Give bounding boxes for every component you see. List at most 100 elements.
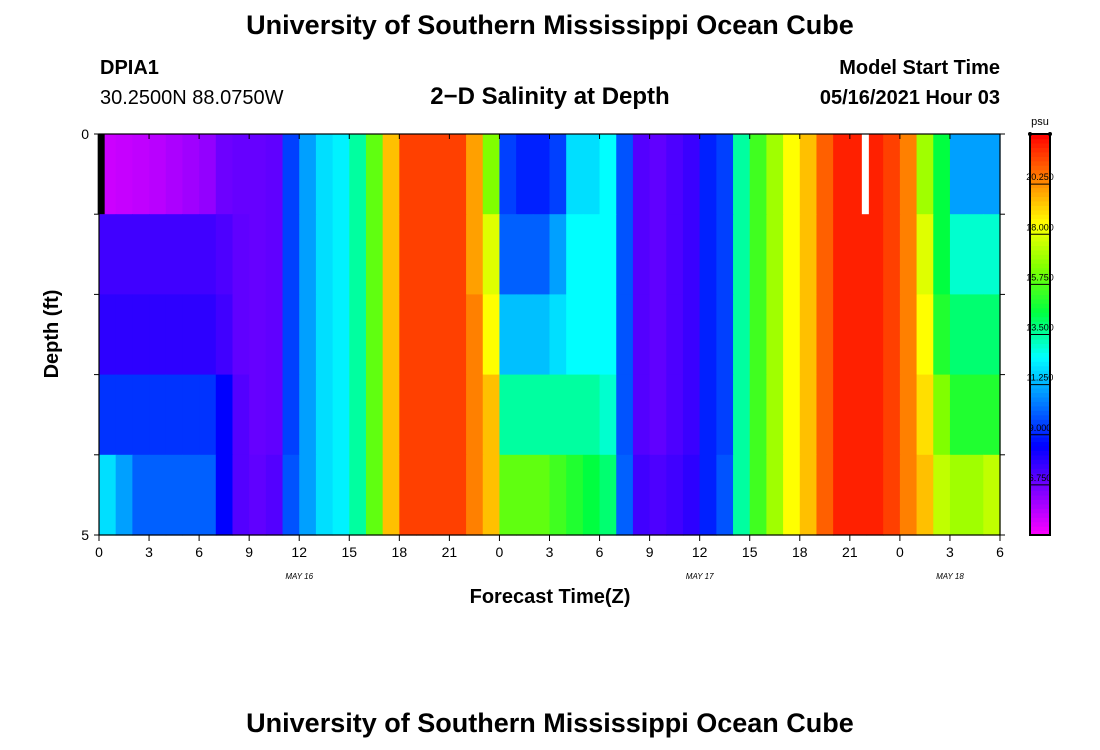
x-axis-label: Forecast Time(Z)	[470, 586, 631, 608]
colorbar-segment	[1030, 352, 1050, 358]
heatmap-cell	[365, 374, 384, 456]
colorbar-segment	[1030, 405, 1050, 411]
heatmap-cell	[949, 454, 968, 536]
heatmap-cell	[482, 214, 501, 295]
heatmap-cell	[566, 454, 584, 536]
station-id: DPIA1	[100, 57, 159, 79]
heatmap-cell	[716, 214, 734, 295]
heatmap-cell	[833, 374, 851, 456]
heatmap-cell	[416, 454, 434, 536]
heatmap-cell	[332, 374, 350, 456]
heatmap-cell	[933, 134, 951, 215]
heatmap-cell	[816, 294, 834, 376]
heatmap-cell	[733, 214, 751, 295]
heatmap-cell	[616, 214, 634, 295]
x-tick-label: 3	[145, 544, 153, 560]
page-title: University of Southern Mississippi Ocean…	[246, 10, 854, 40]
heatmap-cell	[265, 294, 284, 376]
colorbar-corner	[1028, 132, 1032, 136]
heatmap-cell	[632, 134, 651, 215]
colorbar-segment	[1030, 526, 1050, 532]
heatmap-cell	[783, 374, 801, 456]
heatmap-cell	[399, 294, 417, 376]
heatmap-cell	[449, 214, 467, 295]
heatmap-cell	[616, 134, 634, 215]
colorbar-segment	[1030, 187, 1050, 193]
heatmap-cell	[916, 294, 934, 376]
footer-title: University of Southern Mississippi Ocean…	[246, 708, 854, 738]
heatmap-cell	[466, 454, 484, 536]
heatmap-cell	[866, 374, 884, 456]
heatmap-cell	[466, 214, 484, 295]
colorbar-segment	[1030, 183, 1050, 189]
colorbar-segment	[1030, 205, 1050, 211]
heatmap-cell	[899, 374, 918, 456]
heatmap-cell	[532, 214, 551, 295]
heatmap-cell	[516, 374, 534, 456]
heatmap-cell	[165, 374, 184, 456]
y-tick-label: 5	[81, 527, 89, 543]
heatmap-cell	[449, 454, 467, 536]
heatmap-cell	[249, 214, 267, 295]
heatmap-cells	[99, 134, 1001, 536]
heatmap-cell	[866, 294, 884, 376]
heatmap-cell	[849, 294, 868, 376]
colorbar-segment	[1030, 165, 1050, 171]
colorbar-segment	[1030, 196, 1050, 202]
colorbar-segment	[1030, 191, 1050, 197]
colorbar-tick-label: 11.250	[1027, 373, 1054, 383]
colorbar-segment	[1030, 285, 1050, 291]
heatmap-cell	[349, 374, 367, 456]
heatmap-cell	[282, 214, 300, 295]
colorbar-tick-label: 13.500	[1026, 323, 1054, 333]
heatmap-cell	[682, 214, 701, 295]
colorbar-segment	[1030, 459, 1050, 465]
colorbar-segment	[1030, 294, 1050, 300]
heatmap-cell	[165, 294, 184, 376]
colorbar-segment	[1030, 209, 1050, 215]
heatmap-cell	[115, 294, 133, 376]
heatmap-cell	[382, 374, 400, 456]
heatmap-cell	[249, 454, 267, 536]
colorbar-segment	[1030, 441, 1050, 447]
colorbar-segment	[1030, 414, 1050, 420]
colorbar-segment	[1030, 454, 1050, 460]
colorbar-segment	[1030, 254, 1050, 260]
missing-data-marker	[861, 134, 869, 215]
heatmap-cell	[983, 374, 1001, 456]
heatmap-cell	[532, 374, 551, 456]
heatmap-cell	[416, 294, 434, 376]
heatmap-cell	[516, 294, 534, 376]
heatmap-cell	[199, 454, 217, 536]
heatmap-cell	[733, 374, 751, 456]
colorbar-segment	[1030, 245, 1050, 251]
heatmap-cell	[416, 214, 434, 295]
colorbar-segment	[1030, 494, 1050, 500]
colorbar-segment	[1030, 334, 1050, 340]
heatmap-cell	[899, 294, 918, 376]
heatmap-cell	[833, 134, 851, 215]
heatmap-cell	[783, 134, 801, 215]
heatmap-cell	[315, 134, 334, 215]
heatmap-cell	[466, 134, 484, 215]
colorbar-segment	[1030, 396, 1050, 402]
heatmap-cell	[682, 294, 701, 376]
x-tick-label: 3	[946, 544, 954, 560]
heatmap-cell	[132, 374, 150, 456]
heatmap-cell	[933, 214, 951, 295]
colorbar-segment	[1030, 512, 1050, 518]
colorbar-tick-label: 9.000	[1029, 423, 1052, 433]
heatmap-cell	[182, 454, 200, 536]
colorbar-segment	[1030, 463, 1050, 469]
x-tick-label: 9	[646, 544, 654, 560]
colorbar-segment	[1030, 316, 1050, 322]
colorbar-segment	[1030, 508, 1050, 514]
heatmap-cell	[733, 294, 751, 376]
heatmap-cell	[532, 294, 551, 376]
x-tick-label: 21	[842, 544, 858, 560]
heatmap-cell	[432, 134, 450, 215]
colorbar-segment	[1030, 272, 1050, 278]
heatmap-cell	[99, 214, 117, 295]
heatmap-cell	[516, 134, 534, 215]
heatmap-cell	[282, 294, 300, 376]
